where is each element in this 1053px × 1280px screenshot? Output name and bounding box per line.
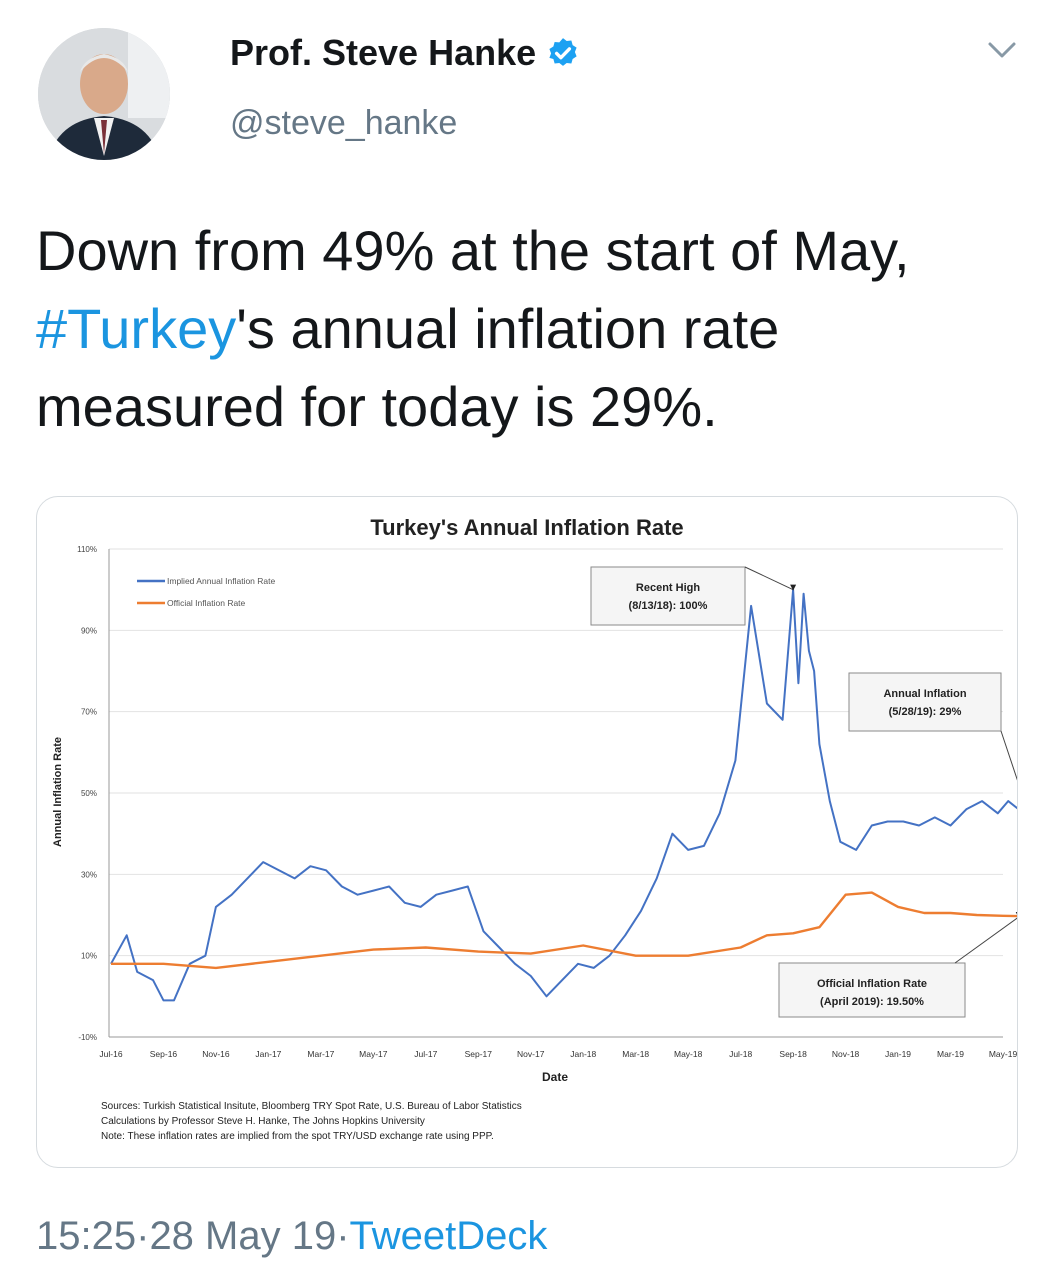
tweet-text: Down from 49% at the start of May, #Turk…: [36, 212, 1026, 446]
tweet-date[interactable]: 28 May 19: [149, 1214, 337, 1258]
legend-entry: Official Inflation Rate: [167, 598, 246, 608]
y-tick-label: -10%: [78, 1033, 97, 1042]
x-tick-label: Mar-17: [307, 1049, 334, 1059]
y-tick-label: 10%: [81, 952, 97, 961]
x-tick-label: Nov-18: [832, 1049, 860, 1059]
tweet-source-link[interactable]: TweetDeck: [349, 1214, 548, 1258]
y-tick-label: 70%: [81, 708, 97, 717]
chart-title: Turkey's Annual Inflation Rate: [370, 515, 683, 540]
y-tick-label: 30%: [81, 870, 97, 879]
verified-badge-icon: [549, 38, 577, 66]
chart-image[interactable]: Turkey's Annual Inflation Rate 110% 90% 70%…: [36, 496, 1018, 1168]
x-tick-label: May-18: [674, 1049, 703, 1059]
chart-source-note: Sources: Turkish Statistical Insitute, B…: [101, 1101, 522, 1112]
annotation-title: Official Inflation Rate: [817, 978, 927, 990]
x-axis-label: Date: [542, 1070, 568, 1084]
x-tick-label: Jul-18: [729, 1049, 752, 1059]
y-axis-label: Annual Inflation Rate: [52, 737, 64, 847]
avatar[interactable]: [38, 28, 170, 160]
meta-separator: ·: [136, 1214, 150, 1258]
y-tick-label: 110%: [77, 545, 97, 554]
y-tick-label: 90%: [81, 626, 97, 635]
annotation-value: (8/13/18): 100%: [629, 600, 708, 612]
inflation-chart: Turkey's Annual Inflation Rate 110% 90% 70%…: [52, 515, 1017, 1142]
x-tick-label: Nov-16: [202, 1049, 230, 1059]
x-tick-label: Nov-17: [517, 1049, 545, 1059]
annotation-box: [848, 672, 1002, 732]
x-tick-label: May-17: [359, 1049, 388, 1059]
series-line: [111, 891, 1017, 970]
hashtag-link[interactable]: #Turkey: [36, 297, 237, 360]
tweet-text-part: Down from 49% at the start of May,: [36, 219, 910, 282]
annotation-box: [590, 566, 746, 626]
x-tick-label: May-19: [989, 1049, 1017, 1059]
annotation-leader: [954, 917, 1017, 964]
chart-source-note: Note: These inflation rates are implied …: [101, 1131, 494, 1142]
display-name[interactable]: Prof. Steve Hanke: [230, 32, 537, 73]
x-tick-label: Mar-19: [937, 1049, 964, 1059]
annotation-value: (5/28/19): 29%: [889, 706, 962, 718]
meta-separator: ·: [336, 1214, 350, 1258]
x-tick-label: Jan-19: [885, 1049, 911, 1059]
annotation-title: Annual Inflation: [883, 688, 966, 700]
series-line: [110, 588, 1017, 1002]
annotation-arrow: [790, 584, 797, 591]
tweet-text-part: 's annual inflation rate measured for to…: [36, 297, 780, 438]
avatar-portrait-icon: [38, 28, 170, 160]
chart-source-note: Calculations by Professor Steve H. Hanke…: [101, 1116, 425, 1127]
x-tick-label: Mar-18: [622, 1049, 649, 1059]
annotation-leader: [744, 566, 794, 591]
annotation-arrow: [1015, 912, 1017, 915]
x-tick-label: Jul-17: [414, 1049, 437, 1059]
y-tick-label: 50%: [81, 789, 97, 798]
author-name-row[interactable]: Prof. Steve Hanke: [230, 32, 580, 74]
annotation-leader: [1000, 730, 1017, 781]
x-tick-label: Sep-18: [779, 1049, 807, 1059]
annotation-box: [778, 962, 966, 1018]
annotation-title: Recent High: [636, 582, 700, 594]
x-tick-label: Jul-16: [99, 1049, 122, 1059]
chevron-down-icon[interactable]: [986, 38, 1018, 62]
legend-entry: Implied Annual Inflation Rate: [167, 576, 275, 586]
tweet-time[interactable]: 15:25: [36, 1214, 137, 1258]
tweet-meta: 15:25 · 28 May 19 · TweetDeck: [36, 1214, 547, 1259]
x-tick-label: Jan-17: [255, 1049, 281, 1059]
annotation-value: (April 2019): 19.50%: [820, 996, 924, 1008]
x-tick-label: Sep-16: [150, 1049, 178, 1059]
user-handle[interactable]: @steve_hanke: [230, 104, 458, 142]
x-tick-label: Sep-17: [465, 1049, 493, 1059]
x-tick-label: Jan-18: [570, 1049, 596, 1059]
